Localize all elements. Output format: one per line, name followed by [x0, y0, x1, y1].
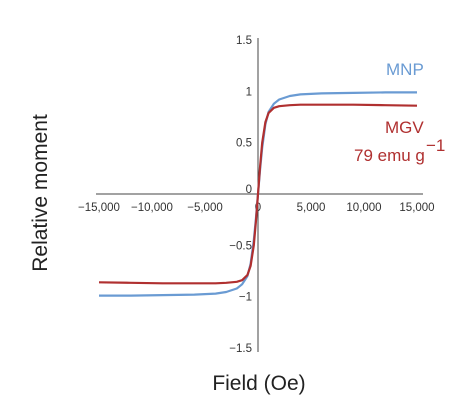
y-tick-label: −1.5: [229, 343, 252, 355]
x-tick-label: 15,000: [399, 202, 434, 214]
x-tick-label: −15,000: [78, 202, 120, 214]
series-label-mgv-superscript: −1: [426, 136, 445, 155]
y-tick-label: 0.5: [236, 138, 252, 150]
y-axis-title: Relative moment: [29, 114, 52, 272]
y-tick-label: −0.5: [229, 240, 252, 252]
x-axis-title: Field (Oe): [212, 372, 305, 395]
series-label-mgv: MGV: [385, 118, 424, 137]
series-label-mgv-unit: 79 emu g: [354, 146, 425, 165]
series-lines: [98, 91, 418, 297]
axes: [96, 38, 423, 352]
series-labels: MNP MGV 79 emu g −1: [354, 60, 445, 165]
x-tick-label: −10,000: [131, 202, 173, 214]
series-label-mnp: MNP: [386, 60, 424, 79]
y-tick-label: 1.5: [236, 35, 252, 47]
x-tick-label: 5,000: [297, 202, 326, 214]
y-tick-label: 0: [246, 184, 252, 196]
tick-labels: −15,000 −10,000 −5,000 0 5,000 10,000 15,000 1.…: [78, 35, 435, 355]
x-tick-label: −5,000: [187, 202, 223, 214]
y-tick-label: −1: [239, 292, 252, 304]
y-tick-label: 1: [246, 86, 252, 98]
x-tick-label: 10,000: [346, 202, 381, 214]
